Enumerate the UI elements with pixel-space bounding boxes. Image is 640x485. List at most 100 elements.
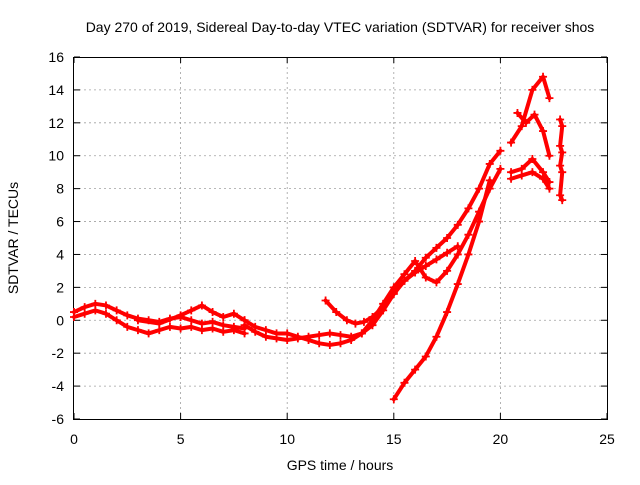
data-point-track-f-9 [411, 266, 420, 275]
data-point-track-c-5 [208, 308, 217, 317]
data-point-track-k-1 [517, 171, 526, 180]
data-point-track-d-21 [464, 230, 473, 239]
data-point-track-e-17 [421, 261, 430, 270]
data-point-track-f-17 [496, 146, 505, 155]
data-point-track-j-4 [545, 94, 554, 103]
data-point-track-l-6 [556, 191, 565, 200]
data-point-track-i-2 [530, 110, 539, 119]
data-point-track-f-14 [464, 204, 473, 213]
data-point-track-e-0 [240, 321, 249, 330]
data-point-track-c-2 [176, 311, 185, 320]
data-point-track-f-13 [453, 220, 462, 229]
data-point-track-j-0 [507, 138, 516, 147]
data-point-track-e-7 [315, 331, 324, 340]
data-point-track-i-4 [545, 151, 554, 160]
x-tick-label-4: 20 [493, 431, 509, 447]
x-tick-label-2: 10 [279, 431, 295, 447]
data-point-track-a-3 [101, 301, 110, 310]
data-point-track-d-7 [315, 339, 324, 348]
data-point-track-g-3 [421, 352, 430, 361]
y-tick-label-11: 16 [48, 49, 64, 65]
data-point-track-d-20 [453, 250, 462, 259]
data-point-track-d-17 [421, 273, 430, 282]
data-point-track-b-4 [112, 316, 121, 325]
data-point-track-f-15 [475, 184, 484, 193]
data-point-track-e-4 [283, 336, 292, 345]
x-tick-label-3: 15 [386, 431, 402, 447]
data-point-track-f-8 [400, 276, 409, 285]
data-point-track-g-2 [411, 365, 420, 374]
data-point-track-i-3 [539, 127, 548, 136]
data-point-track-g-5 [443, 308, 452, 317]
series-layer [70, 72, 567, 404]
data-point-track-b-0 [70, 312, 78, 321]
data-point-track-f-12 [443, 234, 452, 242]
series-line-track-l [558, 117, 565, 203]
series-track-j [507, 72, 554, 147]
y-tick-label-2: -2 [52, 345, 65, 361]
data-point-track-g-4 [432, 332, 441, 341]
data-point-track-k-2 [528, 168, 537, 177]
data-point-track-f-6 [379, 303, 388, 312]
data-point-track-c-4 [197, 301, 206, 310]
data-point-track-j-1 [517, 122, 526, 131]
data-point-track-b-9 [165, 322, 174, 331]
data-point-track-e-9 [336, 331, 345, 340]
data-point-track-c-0 [133, 316, 142, 325]
data-point-track-e-1 [251, 327, 260, 336]
data-point-track-a-4 [112, 306, 121, 315]
label-layer: 0 5 10 15 20 25 -6 -4 -2 0 2 4 6 8 10 12 14 16 [48, 49, 615, 447]
x-axis-label: GPS time / hours [287, 457, 394, 473]
y-tick-label-5: 4 [56, 246, 64, 262]
data-point-track-b-10 [176, 324, 185, 333]
data-point-track-h-2 [528, 155, 537, 164]
data-point-track-l-1 [558, 122, 567, 131]
y-axis-label: SDTVAR / TECUs [5, 182, 21, 294]
series-track-l [556, 115, 567, 205]
series-line-track-g [391, 178, 492, 402]
data-point-track-i-0 [513, 108, 522, 117]
data-point-track-b-3 [101, 309, 110, 318]
chart-title: Day 270 of 2019, Sidereal Day-to-day VTE… [86, 19, 595, 35]
data-point-track-g-1 [400, 378, 409, 387]
data-point-track-e-11 [357, 329, 366, 338]
data-point-track-g-9 [485, 176, 494, 185]
data-point-track-j-3 [539, 72, 548, 81]
data-point-track-f-5 [368, 312, 377, 321]
data-point-track-b-1 [80, 309, 89, 318]
data-point-track-e-12 [368, 321, 377, 330]
y-tick-label-9: 12 [48, 115, 64, 131]
data-point-track-k-0 [507, 174, 516, 183]
data-point-track-c-7 [229, 309, 238, 318]
data-point-track-f-1 [332, 308, 341, 317]
data-point-track-f-16 [485, 159, 494, 168]
data-point-track-b-12 [197, 326, 206, 335]
data-point-track-e-3 [272, 334, 281, 343]
data-point-track-b-16 [240, 329, 249, 338]
data-point-track-f-2 [342, 316, 351, 325]
data-point-track-k-4 [545, 184, 554, 193]
data-point-track-f-0 [321, 296, 330, 305]
series-track-f [321, 146, 505, 328]
data-point-track-f-7 [389, 288, 398, 297]
data-point-track-b-13 [208, 324, 217, 333]
data-point-track-b-7 [144, 329, 153, 338]
series-track-b [70, 306, 249, 338]
data-point-track-b-11 [187, 322, 196, 331]
data-point-track-e-19 [443, 248, 452, 257]
y-tick-label-1: -4 [52, 378, 65, 394]
data-point-track-g-0 [389, 395, 398, 404]
data-point-track-l-5 [558, 168, 567, 177]
data-point-track-a-5 [123, 311, 132, 320]
y-tick-label-3: 0 [56, 312, 64, 328]
grid-layer [74, 57, 607, 419]
y-tick-label-8: 10 [48, 148, 64, 164]
data-point-track-d-24 [496, 164, 505, 173]
y-tick-label-7: 8 [56, 181, 64, 197]
data-point-track-b-6 [133, 326, 142, 335]
y-tick-label-6: 6 [56, 214, 64, 230]
data-point-track-l-7 [558, 196, 567, 205]
